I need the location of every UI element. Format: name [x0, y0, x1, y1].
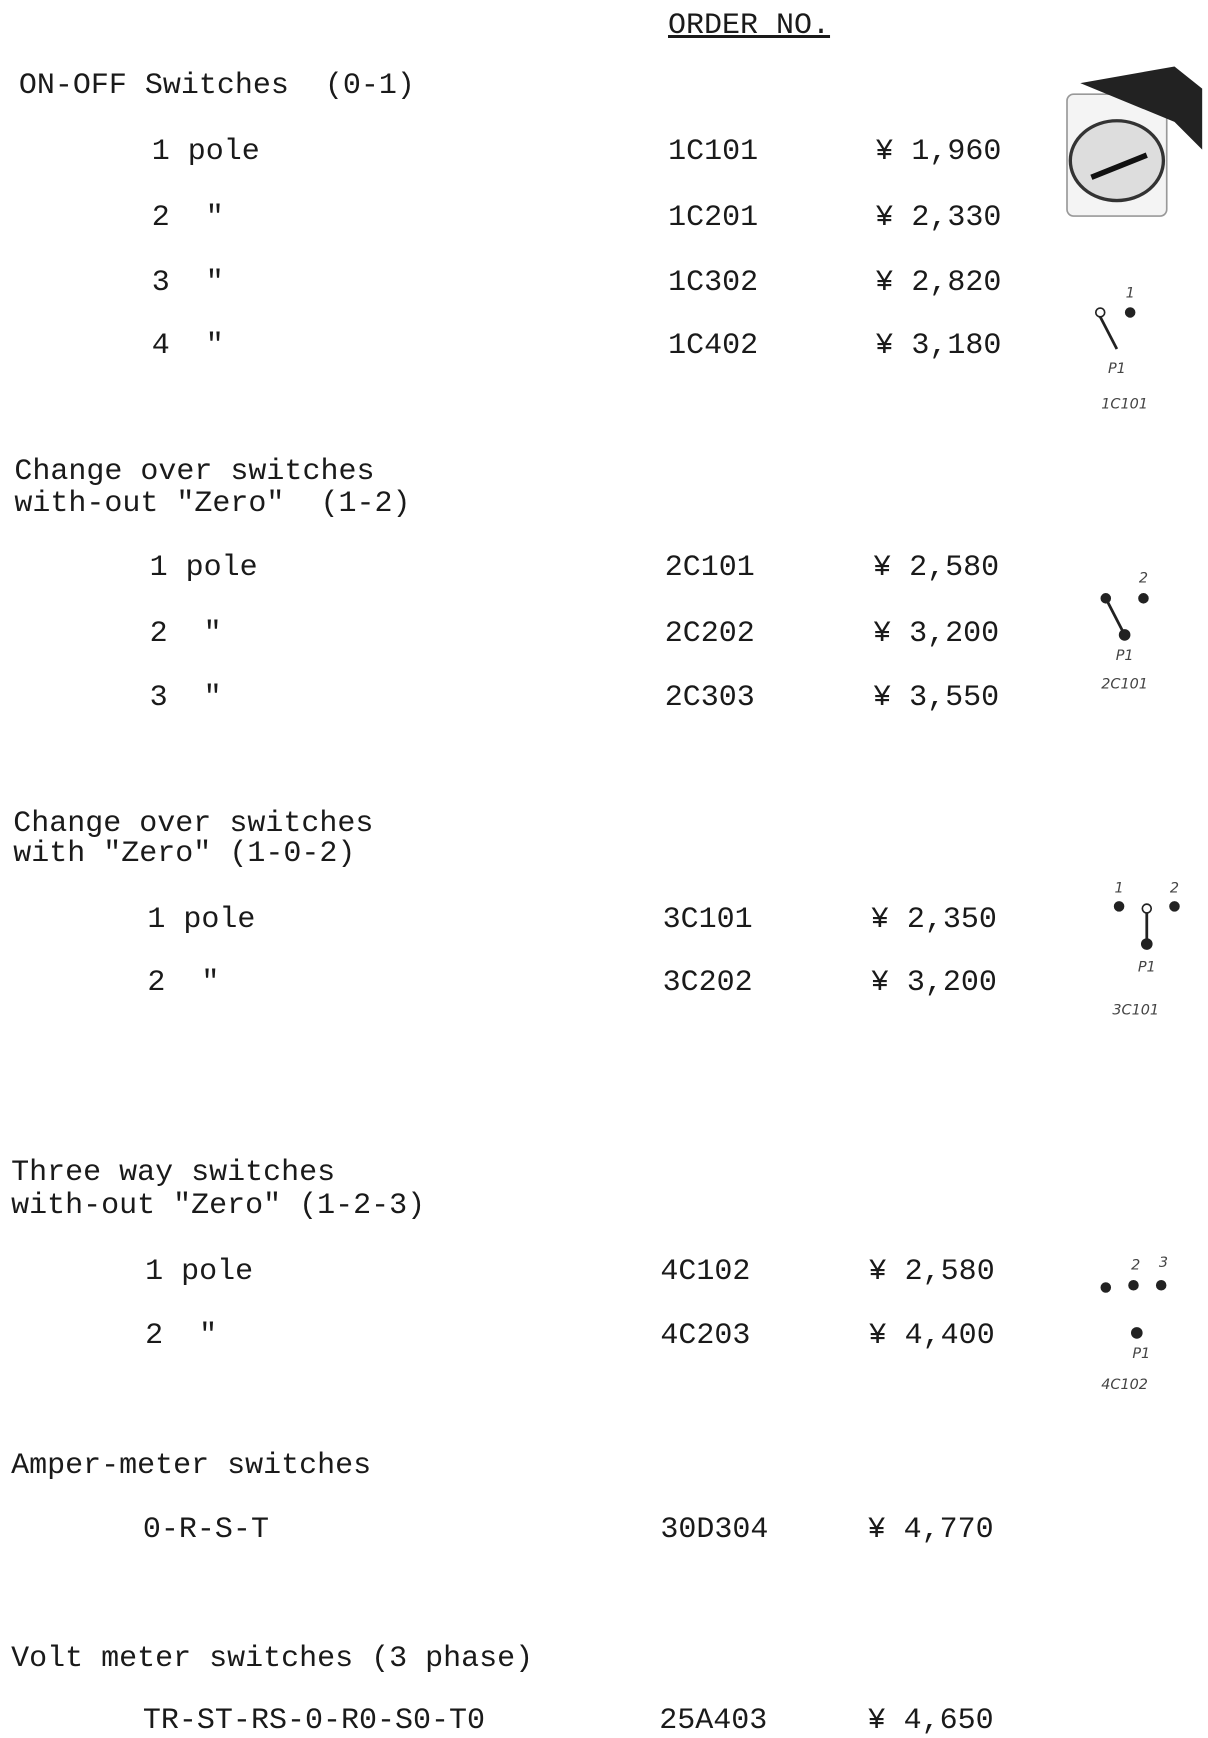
contact-label: 2 — [1139, 570, 1148, 586]
item-label: 1 pole — [149, 551, 258, 586]
order-number: 2C101 — [664, 551, 755, 586]
contact-dot — [1141, 903, 1153, 914]
item-label: 1 pole — [147, 902, 256, 937]
price: ¥ 3,200 — [873, 616, 1000, 651]
pole-dot — [1140, 938, 1153, 950]
contact-dot — [1124, 307, 1136, 318]
contact-label: 1 — [1115, 881, 1124, 897]
price: ¥ 3,180 — [875, 328, 1002, 363]
order-number: 4C203 — [660, 1319, 751, 1354]
order-number: 1C201 — [668, 201, 759, 236]
price: ¥ 2,580 — [868, 1254, 995, 1289]
diagram-caption: 2C101 — [1101, 677, 1148, 693]
price: ¥ 2,330 — [875, 201, 1002, 236]
price: ¥ 1,960 — [875, 134, 1002, 169]
item-label: 1 pole — [151, 134, 260, 169]
contact-label: 1 — [1126, 286, 1135, 302]
section-title: with-out "Zero" (1-2-3) — [11, 1188, 426, 1223]
price: ¥ 4,400 — [868, 1319, 995, 1354]
contact-dot — [1100, 1282, 1112, 1293]
contact-dot — [1128, 1280, 1139, 1291]
price: ¥ 3,200 — [870, 965, 997, 1000]
price: ¥ 4,650 — [867, 1703, 994, 1738]
item-label: 3 " — [149, 681, 222, 716]
section-title: with "Zero" (1-0-2) — [13, 837, 356, 872]
diagram-caption: 3C101 — [1112, 1002, 1159, 1018]
order-number: 3C202 — [662, 965, 753, 1000]
order-no-header: ORDER NO. — [668, 9, 831, 43]
item-label: 2 " — [147, 965, 220, 1000]
order-number: 1C302 — [668, 265, 759, 300]
contact-dot — [1113, 901, 1125, 912]
price: ¥ 4,770 — [867, 1513, 994, 1548]
switch-lever — [1104, 597, 1126, 636]
pole-label: P1 — [1116, 648, 1134, 664]
contact-label: 3 — [1159, 1255, 1168, 1271]
item-label: 2 " — [151, 201, 224, 236]
contact-label: 2 — [1170, 881, 1179, 897]
section-title: Amper-meter switches — [11, 1448, 372, 1483]
section-title: Volt meter switches (3 phase) — [11, 1641, 534, 1676]
order-number: 1C402 — [668, 328, 759, 363]
price: ¥ 2,350 — [870, 902, 997, 937]
order-number: 30D304 — [660, 1513, 769, 1548]
order-number: 25A403 — [659, 1703, 768, 1738]
switch-lever — [1099, 316, 1119, 350]
pole-label: P1 — [1132, 1346, 1150, 1362]
section-title: Three way switches — [11, 1156, 336, 1191]
pole-label: P1 — [1108, 361, 1126, 377]
price: ¥ 2,580 — [873, 551, 1000, 586]
order-number: 4C102 — [660, 1254, 751, 1289]
contact-dot — [1169, 901, 1180, 912]
order-number: 2C202 — [664, 616, 755, 651]
item-label: 1 pole — [145, 1254, 254, 1289]
contact-dot — [1094, 307, 1106, 318]
section-title: Change over switches — [14, 455, 375, 489]
section-title: Change over switches — [13, 807, 374, 842]
order-number: 1C101 — [668, 134, 759, 169]
order-number: 2C303 — [664, 681, 755, 716]
contact-dot — [1155, 1280, 1167, 1291]
item-label: TR-ST-RS-0-R0-S0-T0 — [142, 1703, 485, 1738]
section-title: with-out "Zero" (1-2) — [14, 487, 411, 522]
item-label: 4 " — [151, 328, 224, 363]
order-number: 3C101 — [662, 902, 753, 937]
item-label: 2 " — [145, 1319, 218, 1354]
contact-label: 2 — [1131, 1257, 1140, 1273]
pole-label: P1 — [1138, 959, 1156, 975]
item-label: 0-R-S-T — [142, 1513, 269, 1548]
pole-dot — [1118, 629, 1131, 641]
section-title: ON-OFF Switches (0-1) — [18, 69, 415, 104]
diagram-caption: 4C102 — [1101, 1377, 1148, 1393]
price: ¥ 2,820 — [875, 265, 1002, 300]
diagram-caption: 1C101 — [1101, 396, 1148, 412]
switch-photo — [1066, 66, 1203, 217]
pole-dot — [1130, 1327, 1143, 1339]
contact-dot — [1138, 593, 1149, 604]
price: ¥ 3,550 — [873, 681, 1000, 716]
item-label: 3 " — [151, 265, 224, 300]
item-label: 2 " — [149, 616, 222, 651]
